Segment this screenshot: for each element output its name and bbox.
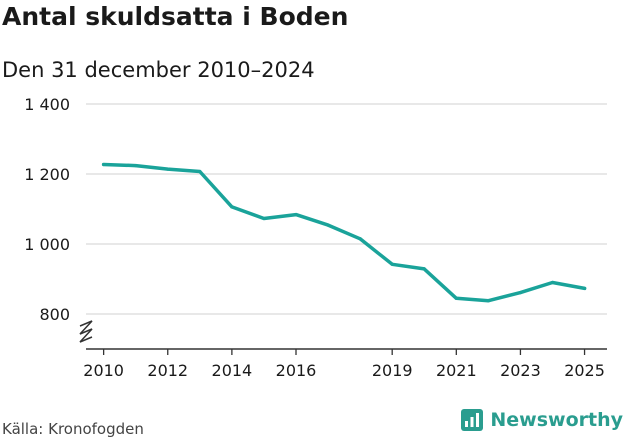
- y-tick-label: 1 200: [24, 165, 70, 184]
- x-tick-label: 2021: [436, 361, 477, 380]
- data-point: [518, 291, 523, 295]
- data-point: [486, 299, 490, 303]
- data-point: [198, 169, 202, 174]
- y-tick-label: 1 400: [24, 95, 70, 114]
- x-tick-label: 2019: [372, 361, 413, 380]
- data-point: [550, 280, 555, 285]
- data-point: [102, 162, 106, 167]
- data-point: [230, 205, 234, 209]
- series-line: [101, 162, 587, 303]
- x-tick-label: 2023: [500, 361, 541, 380]
- y-axis: 800 1 000 1 200 1 400: [24, 95, 93, 343]
- chart-subtitle: Den 31 december 2010–2024: [2, 58, 315, 82]
- series-layer: [101, 162, 587, 303]
- data-point: [294, 213, 298, 217]
- chart-title: Antal skuldsatta i Boden: [2, 2, 349, 31]
- x-tick-label: 2012: [147, 361, 188, 380]
- source-note: Källa: Kronofogden: [2, 420, 144, 438]
- brand-name: Newsworthy: [490, 409, 623, 431]
- x-tick-label: 2014: [212, 361, 253, 380]
- y-tick-label: 800: [39, 305, 70, 324]
- data-point: [422, 267, 426, 271]
- data-point: [454, 296, 458, 300]
- x-axis: 2010 2012 2014 2016 2019 2021 2023 2025: [83, 348, 607, 380]
- y-tick-label: 1 000: [24, 235, 70, 254]
- x-tick-label: 2010: [83, 361, 124, 380]
- data-point: [134, 164, 138, 168]
- x-tick-label: 2016: [276, 361, 317, 380]
- data-point: [390, 262, 394, 266]
- data-point: [166, 167, 170, 171]
- axis-break-icon: [79, 320, 93, 343]
- data-point: [262, 216, 266, 221]
- data-point: [582, 286, 587, 291]
- grid-lines: [86, 103, 607, 315]
- brand-logo: Newsworthy: [460, 408, 623, 432]
- data-point: [358, 237, 362, 241]
- x-tick-label: 2025: [564, 361, 605, 380]
- data-point: [326, 223, 330, 227]
- newsworthy-logo-icon: [461, 409, 484, 431]
